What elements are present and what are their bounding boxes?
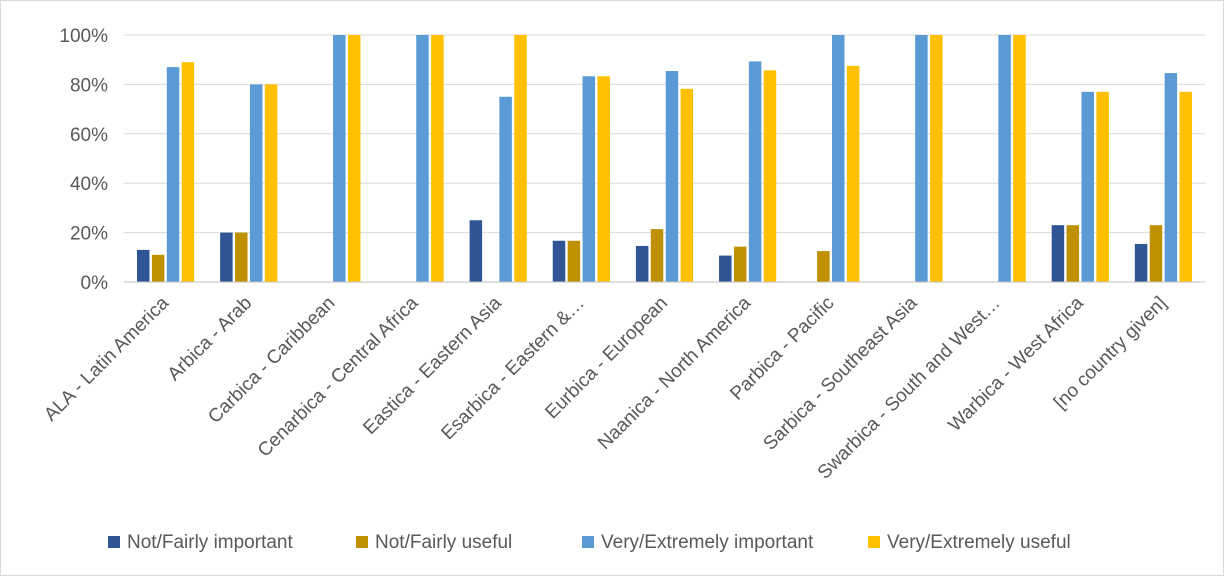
bar [817,251,830,283]
bar [733,246,747,282]
bar [832,35,845,282]
bar [1081,91,1094,282]
bar [650,229,664,282]
bar [846,65,860,283]
legend-swatch [582,536,594,548]
legend-label: Not/Fairly useful [375,532,512,553]
y-tick-label: 0% [81,273,109,294]
legend-swatch [356,536,368,548]
legend-swatch [108,536,120,548]
bar [220,232,233,282]
bar [431,35,444,282]
bar [235,232,248,282]
bar [635,245,649,282]
y-axis-tick-labels: 0% 20% 40% 60% 80% 100% [59,26,108,294]
bar [680,88,694,282]
bar [514,35,527,282]
bar [1013,35,1026,282]
legend-swatch [868,536,880,548]
bar [181,62,195,282]
bar [748,61,762,283]
x-category-label: Sarbica - Southeast Asia [760,292,922,454]
x-category-label: ALA - Latin America [40,292,173,425]
y-tick-label: 40% [70,174,108,195]
x-category-label: Esarbica - Eastern &… [437,293,588,444]
bar [719,255,732,282]
bar [416,35,429,282]
bar [469,220,483,282]
bar [166,67,180,282]
bar [1164,73,1178,282]
bar [249,84,263,283]
bar [1179,91,1193,282]
bar [1066,225,1080,282]
bar [499,96,512,282]
y-tick-label: 80% [70,75,108,96]
x-category-label: Arbica - Arab [164,293,257,386]
bar [151,254,165,282]
bar [582,76,596,282]
bar [665,71,679,282]
bar [264,84,278,283]
legend-label: Not/Fairly important [127,532,293,553]
bar [1096,91,1109,282]
bar [597,76,610,282]
y-tick-label: 100% [59,26,108,47]
x-category-label: Eastica - Eastern Asia [359,292,506,439]
bar [1149,225,1163,282]
bar [1051,225,1065,282]
x-category-label: Naanica - North America [594,292,756,454]
y-tick-label: 20% [70,224,108,245]
bar [930,35,943,282]
bar [552,240,566,282]
gridlines [124,34,1205,234]
bar [763,70,777,282]
x-category-label: Swarbica - South and West… [814,293,1005,484]
bars [136,35,1193,283]
bar [915,35,928,282]
bar [567,240,581,282]
bar [136,249,150,282]
bar [333,35,346,282]
legend: Not/Fairly important Not/Fairly useful Ver… [108,532,1071,553]
legend-label: Very/Extremely useful [887,532,1071,553]
y-tick-label: 60% [70,125,108,146]
x-category-label: Cenarbica - Central Africa [254,292,423,461]
bar [347,35,361,282]
bar [1134,243,1148,282]
x-category-label: Warbica - West Africa [945,292,1089,436]
bar [998,35,1011,282]
legend-label: Very/Extremely important [601,532,814,553]
